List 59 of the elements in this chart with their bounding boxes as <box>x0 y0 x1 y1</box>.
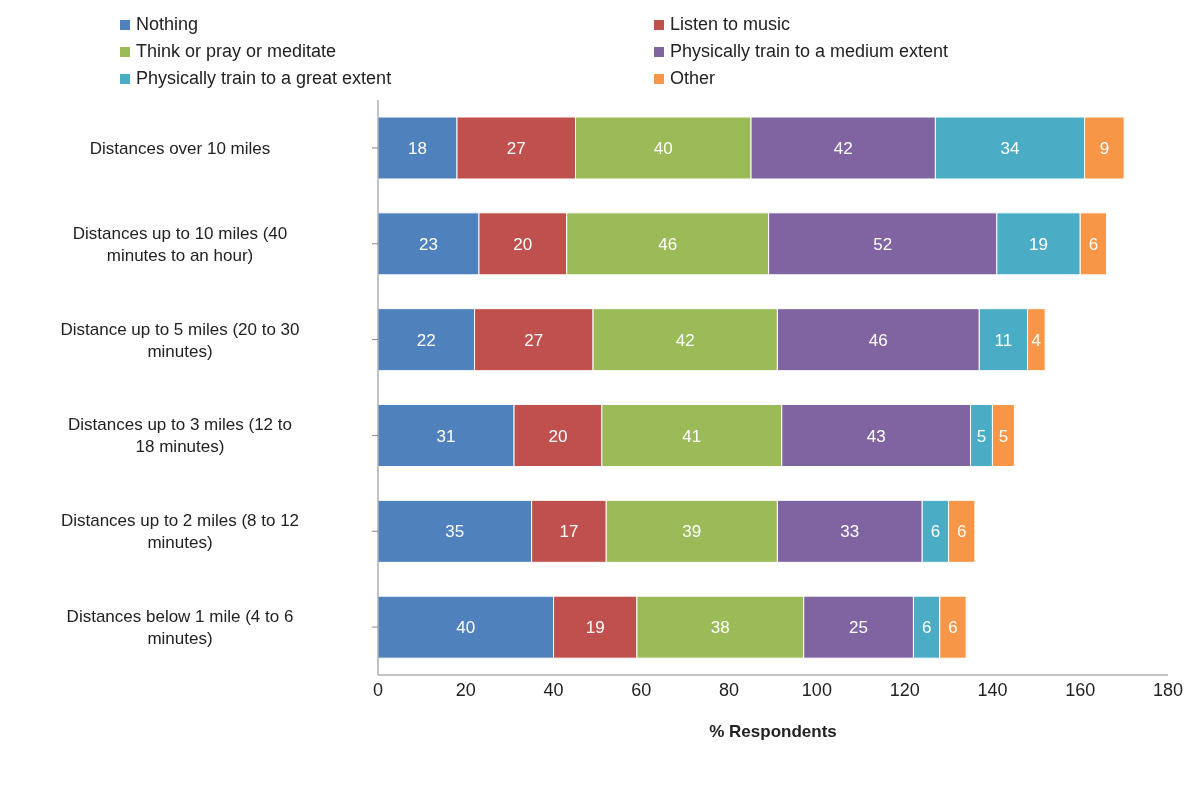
data-label: 34 <box>1000 139 1020 159</box>
x-tick-label: 100 <box>801 679 832 700</box>
y-tick-label: Distances up to 10 miles (40 minutes to an hour) <box>72 223 288 265</box>
data-label: 5 <box>976 426 987 446</box>
data-label: 40 <box>456 618 476 638</box>
y-tick-label: Distances up to 3 miles (12 to 18 minutes) <box>68 414 292 456</box>
data-label: 6 <box>921 618 932 638</box>
data-label: 6 <box>1088 234 1099 254</box>
data-label: 20 <box>513 234 533 254</box>
data-label: 20 <box>548 426 568 446</box>
x-tick-label: 40 <box>543 679 564 700</box>
data-label: 17 <box>559 522 579 542</box>
data-label: 4 <box>1031 330 1042 350</box>
data-label: 19 <box>585 618 605 638</box>
data-label: 42 <box>833 139 853 159</box>
data-label: 9 <box>1099 139 1110 159</box>
x-tick-label: 180 <box>1152 679 1184 700</box>
legend-label: Think or pray or meditate <box>136 41 337 62</box>
x-tick-label: 140 <box>977 679 1008 700</box>
x-tick-label: 0 <box>372 679 384 700</box>
data-label: 22 <box>416 330 436 350</box>
x-tick-label: 160 <box>1065 679 1096 700</box>
x-tick-label: 20 <box>455 679 476 700</box>
data-label: 42 <box>675 330 695 350</box>
y-tick-label: Distances below 1 mile (4 to 6 minutes) <box>66 606 294 648</box>
data-label: 46 <box>868 330 888 350</box>
data-label: 39 <box>682 522 702 542</box>
x-tick-label: 120 <box>889 679 920 700</box>
x-tick-label: 60 <box>631 679 652 700</box>
y-tick-label: Distances up to 2 miles (8 to 12 minutes) <box>60 510 300 552</box>
data-label: 35 <box>445 522 465 542</box>
data-label: 18 <box>408 139 427 159</box>
legend-label: Listen to music <box>670 14 791 35</box>
data-label: 38 <box>710 618 730 638</box>
data-label: 41 <box>682 426 702 446</box>
data-label: 25 <box>849 618 869 638</box>
x-tick-label: 80 <box>719 679 740 700</box>
y-tick-label: Distance up to 5 miles (20 to 30 minutes) <box>60 319 300 361</box>
data-label: 11 <box>994 330 1013 350</box>
legend-label: Physically train to a great extent <box>136 68 392 89</box>
legend-label: Physically train to a medium extent <box>670 41 949 62</box>
data-label: 19 <box>1029 234 1048 254</box>
data-label: 43 <box>866 426 886 446</box>
data-label: 52 <box>873 234 893 254</box>
y-tick-label: Distances over 10 miles <box>89 138 271 158</box>
data-label: 40 <box>653 139 673 159</box>
data-label: 31 <box>436 426 456 446</box>
data-label: 23 <box>419 234 438 254</box>
data-label: 6 <box>956 522 967 542</box>
x-axis-title: % Respondents <box>709 722 837 741</box>
data-label: 27 <box>524 330 544 350</box>
data-label: 46 <box>658 234 678 254</box>
legend-label: Nothing <box>136 14 199 35</box>
data-label: 5 <box>998 426 1009 446</box>
data-label: 6 <box>948 618 958 638</box>
legend-label: Other <box>670 68 716 89</box>
data-label: 6 <box>930 522 941 542</box>
data-label: 27 <box>506 139 526 159</box>
data-label: 33 <box>840 522 860 542</box>
